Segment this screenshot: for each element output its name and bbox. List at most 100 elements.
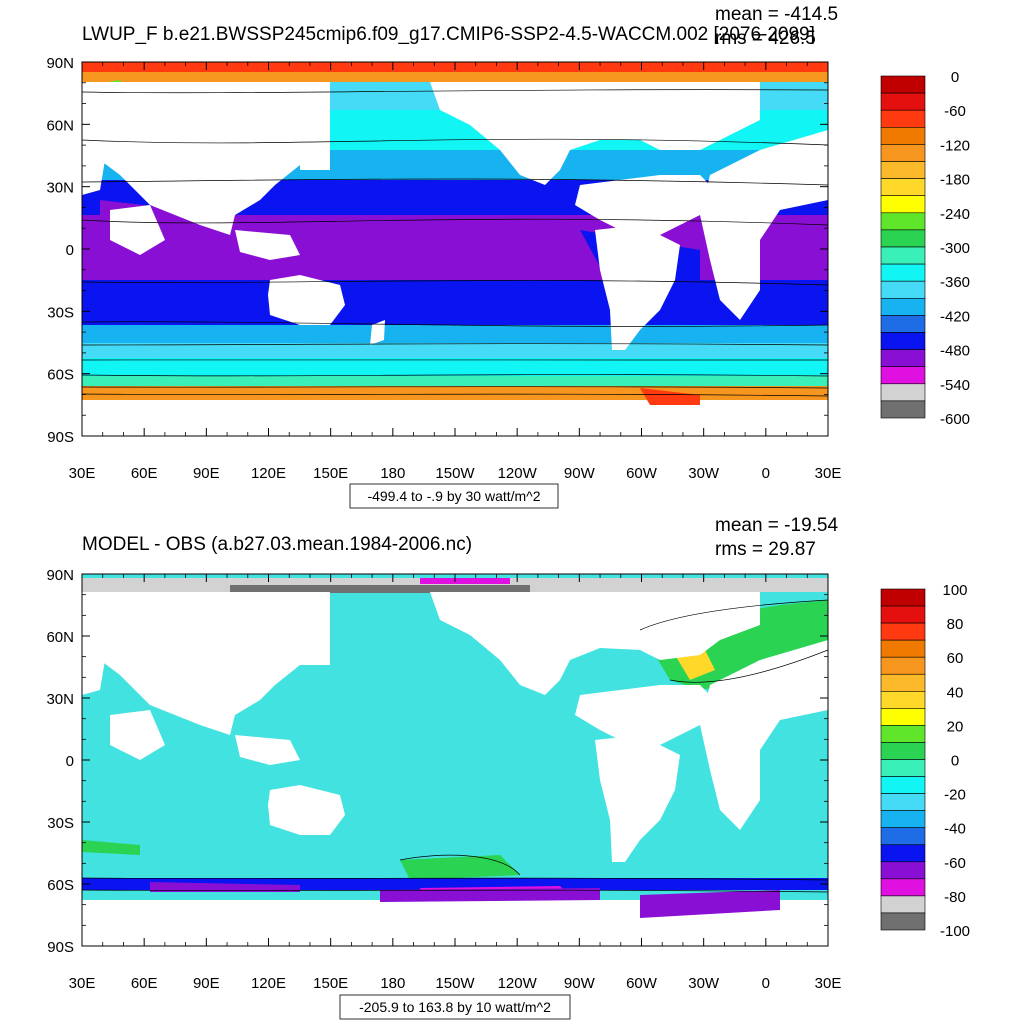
- colorbar-swatch: [880, 844, 926, 863]
- colorbar-swatch: [880, 588, 926, 607]
- x-tick-label: 120E: [251, 975, 286, 992]
- x-tick-label: 30E: [815, 975, 842, 992]
- colorbar-swatch: [880, 127, 926, 145]
- panel-2-contour-info-box: [339, 994, 571, 1020]
- x-tick-label: 60W: [626, 465, 658, 482]
- y-tick-label: 60N: [46, 117, 74, 134]
- x-tick-label: 30E: [69, 975, 96, 992]
- colorbar-label: -240: [940, 206, 970, 223]
- colorbar-label: -360: [940, 274, 970, 291]
- x-tick-label: 0: [762, 465, 770, 482]
- x-tick-label: 60E: [131, 975, 158, 992]
- colorbar-swatch: [880, 75, 926, 94]
- y-tick-label: 90S: [47, 429, 74, 446]
- panel-1: LWUP_F b.e21.BWSSP245cmip6.f09_g17.CMIP6…: [46, 4, 970, 509]
- colorbar-swatch: [880, 759, 926, 777]
- colorbar-label: -300: [940, 240, 970, 257]
- y-tick-label: 30S: [47, 304, 74, 321]
- panel-1-colorbar: 0 -60 -120 -180 -240 -300 -360 -420 -480 -540 -600: [880, 69, 970, 428]
- x-tick-label: 120W: [498, 975, 538, 992]
- y-tick-label: 0: [66, 242, 74, 259]
- panel-1-mean: mean = -414.5: [715, 4, 838, 25]
- colorbar-swatch: [880, 690, 926, 709]
- colorbar-label: -100: [940, 923, 970, 940]
- panel-1-map: [82, 62, 828, 436]
- colorbar-label: -180: [940, 172, 970, 189]
- colorbar-swatch: [880, 827, 926, 846]
- colorbar-swatch: [880, 229, 926, 248]
- colorbar-swatch: [880, 349, 926, 368]
- colorbar-swatch: [880, 912, 926, 931]
- colorbar-swatch: [880, 742, 926, 760]
- colorbar-swatch: [880, 793, 926, 811]
- colorbar-label: -40: [944, 821, 966, 838]
- panel-2-mean: mean = -19.54: [715, 515, 838, 536]
- panel-2: MODEL - OBS (a.b27.03.mean.1984-2006.nc)…: [46, 515, 970, 1020]
- y-tick-label: 60S: [47, 367, 74, 384]
- x-tick-label: 30E: [69, 465, 96, 482]
- colorbar-swatch: [880, 144, 926, 162]
- panel-1-x-axis: 30E 60E 90E 120E 150E 180 150W 120W 90W 60W 30W 0 30…: [69, 62, 842, 482]
- colorbar-swatch: [880, 639, 926, 658]
- colorbar-label: -540: [940, 377, 970, 394]
- panel-2-colorbar: 100 80 60 40 20 0 -20 -40 -60 -80 -100: [880, 582, 970, 940]
- x-tick-label: 150W: [435, 465, 475, 482]
- contour-lines-2: [82, 599, 828, 893]
- colorbar-swatch: [880, 92, 926, 111]
- panel-2-contour-info: -205.9 to 163.8 by 10 watt/m^2: [359, 999, 551, 1015]
- colorbar-swatch: [880, 332, 926, 350]
- colorbar-swatch: [880, 810, 926, 829]
- panel-1-title: LWUP_F b.e21.BWSSP245cmip6.f09_g17.CMIP6…: [82, 24, 815, 45]
- colorbar-swatch: [880, 212, 926, 231]
- x-tick-label: 120W: [498, 465, 538, 482]
- colorbar-label: -480: [940, 343, 970, 360]
- colorbar-swatch: [880, 280, 926, 299]
- colorbar-swatch: [880, 878, 926, 897]
- colorbar-swatch: [880, 178, 926, 197]
- panel-1-rms: rms = 426.5: [715, 28, 816, 49]
- colorbar-swatch: [880, 895, 926, 914]
- x-tick-label: 90W: [564, 465, 596, 482]
- x-tick-label: 90E: [193, 465, 220, 482]
- x-tick-label: 150E: [313, 465, 348, 482]
- colorbar-swatch: [880, 246, 926, 265]
- land-mask-2: [82, 592, 828, 862]
- y-tick-label: 90S: [47, 939, 74, 956]
- colorbar-label: 100: [942, 582, 967, 599]
- colorbar-swatch: [880, 708, 926, 726]
- panel-2-x-axis: 30E 60E 90E 120E 150E 180 150W 120W 90W 60W 30W 0 30…: [69, 574, 842, 992]
- panel-2-title: MODEL - OBS (a.b27.03.mean.1984-2006.nc): [82, 534, 472, 555]
- colorbar-swatch: [880, 776, 926, 794]
- colorbar-swatch: [880, 673, 926, 692]
- colorbar-swatch: [880, 366, 926, 385]
- colorbar-swatch: [880, 315, 926, 333]
- x-tick-label: 30E: [815, 465, 842, 482]
- colorbar-label: 0: [951, 753, 959, 770]
- colorbar-swatch: [880, 605, 926, 624]
- x-tick-label: 180: [380, 465, 405, 482]
- x-tick-label: 180: [380, 975, 405, 992]
- colorbar-swatch: [880, 263, 926, 282]
- panel-1-y-axis: 90N 60N 30N 0 30S 60S 90S: [46, 55, 828, 446]
- x-tick-label: 150W: [435, 975, 475, 992]
- colorbar-swatch: [880, 161, 926, 179]
- panel-1-contour-info: -499.4 to -.9 by 30 watt/m^2: [367, 488, 540, 504]
- colorbar-label: -20: [944, 787, 966, 804]
- colorbar-label: 80: [947, 616, 964, 633]
- colorbar-label: 60: [947, 650, 964, 667]
- panel-2-y-axis: 90N 60N 30N 0 30S 60S 90S: [46, 567, 828, 956]
- y-tick-label: 60S: [47, 877, 74, 894]
- x-tick-label: 150E: [313, 975, 348, 992]
- colorbar-label: 20: [947, 718, 964, 735]
- x-tick-label: 30W: [688, 975, 720, 992]
- y-tick-label: 30N: [46, 691, 74, 708]
- panel-2-rms: rms = 29.87: [715, 539, 816, 560]
- panel-1-contour-info-box: [349, 483, 559, 509]
- panel-2-map: [82, 574, 828, 946]
- colorbar-swatch: [880, 297, 926, 316]
- y-tick-label: 60N: [46, 629, 74, 646]
- x-tick-label: 0: [762, 975, 770, 992]
- y-tick-label: 0: [66, 753, 74, 770]
- colorbar-label: 0: [951, 69, 959, 86]
- colorbar-swatch: [880, 622, 926, 641]
